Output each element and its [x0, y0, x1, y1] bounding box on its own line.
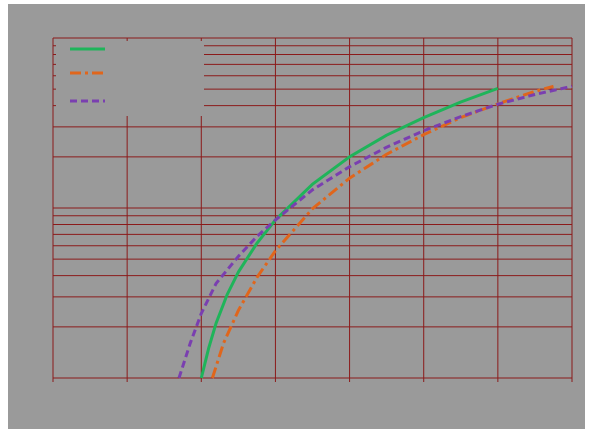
legend-box	[56, 41, 204, 116]
series-line-3	[177, 84, 573, 379]
line-chart	[52, 37, 573, 382]
legend	[56, 41, 204, 116]
series-layer	[177, 84, 573, 379]
chart-frame	[8, 4, 585, 429]
